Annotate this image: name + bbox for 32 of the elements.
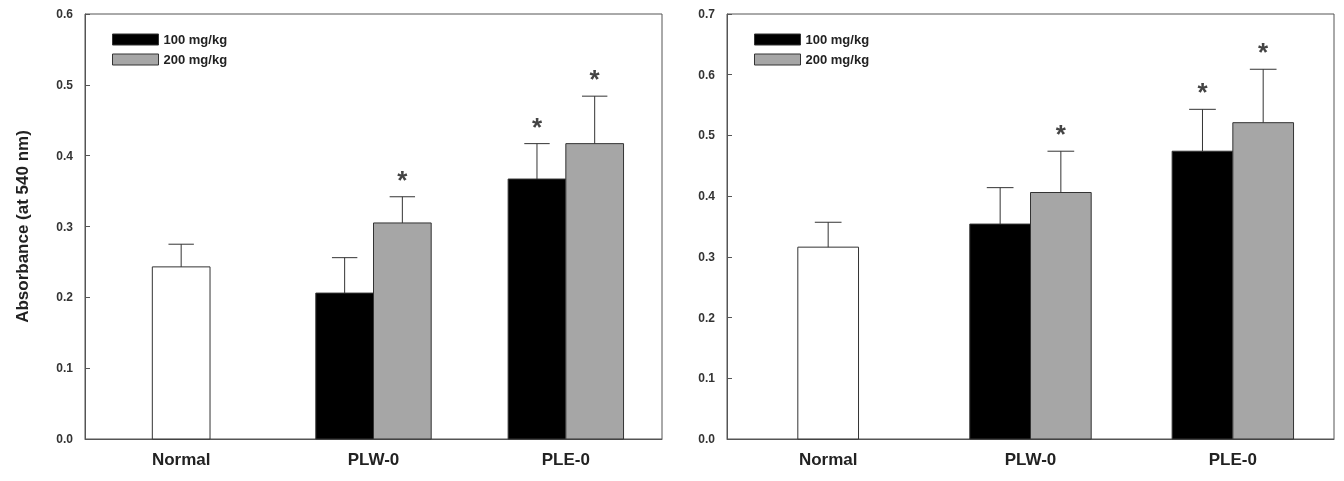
y-tick-label: 0.2: [56, 290, 74, 305]
y-tick-label: 0.6: [56, 7, 74, 21]
legend-label: 200 mg/kg: [163, 52, 228, 67]
annotation: *: [1055, 119, 1067, 150]
legend-label: 100 mg/kg: [163, 32, 228, 47]
y-tick-label: 0.0: [698, 432, 716, 446]
y-tick-label: 0.2: [698, 310, 716, 325]
y-tick-label: 0.7: [698, 7, 716, 21]
x-tick-label: Normal: [151, 450, 211, 469]
y-tick-label: 0.1: [56, 361, 74, 376]
x-tick-label: PLW-0: [1004, 450, 1057, 469]
x-tick-label: PLE-0: [1208, 450, 1257, 469]
annotation: *: [1258, 37, 1270, 68]
y-tick-label: 0.6: [698, 67, 716, 82]
y-tick-label: 0.5: [56, 77, 74, 92]
annotation: *: [1197, 77, 1209, 108]
y-tick-label: 0.0: [56, 432, 74, 446]
y-tick-label: 0.3: [698, 249, 716, 264]
y-tick-label: 0.4: [698, 189, 716, 204]
legend-label: 200 mg/kg: [805, 52, 870, 67]
y-axis-title: Absorbance (at 540 nm): [13, 130, 32, 323]
legend-label: 100 mg/kg: [805, 32, 870, 47]
x-tick-label: PLW-0: [347, 450, 400, 469]
x-tick-label: Normal: [798, 450, 858, 469]
annotation: *: [397, 164, 409, 195]
y-tick-label: 0.5: [698, 128, 716, 143]
y-tick-label: 0.4: [56, 148, 74, 163]
annotation: *: [531, 111, 543, 142]
y-tick-label: 0.3: [56, 219, 74, 234]
x-tick-label: PLE-0: [541, 450, 590, 469]
annotation: *: [589, 64, 601, 95]
y-tick-label: 0.1: [698, 371, 716, 386]
